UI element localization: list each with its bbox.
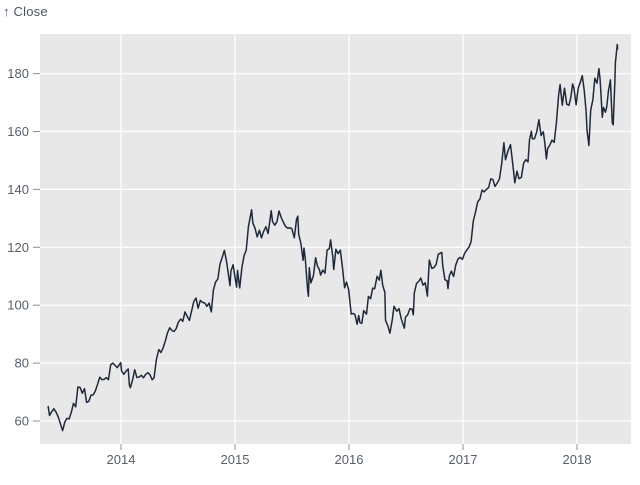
y-tick-label: 120 (7, 240, 29, 255)
y-tick-label: 140 (7, 182, 29, 197)
y-tick-label: 160 (7, 124, 29, 139)
y-tick-label: 60 (15, 414, 29, 429)
y-axis-ticks: 60 80 100 120 140 160 180 (7, 66, 40, 429)
x-axis-ticks: 2014 2015 2016 2017 2018 (107, 444, 592, 467)
x-tick-label: 2015 (221, 452, 250, 467)
y-axis-title: ↑ Close (3, 4, 48, 19)
x-tick-label: 2018 (563, 452, 592, 467)
close-price-line (47, 43, 619, 432)
vertical-gridlines (120, 34, 578, 444)
x-tick-label: 2017 (449, 452, 478, 467)
y-tick-label: 180 (7, 66, 29, 81)
x-tick-label: 2016 (335, 452, 364, 467)
plot-area-background (40, 34, 631, 444)
y-tick-label: 100 (7, 298, 29, 313)
horizontal-gridlines (40, 72, 631, 422)
x-tick-label: 2014 (107, 452, 136, 467)
y-tick-label: 80 (15, 356, 29, 371)
